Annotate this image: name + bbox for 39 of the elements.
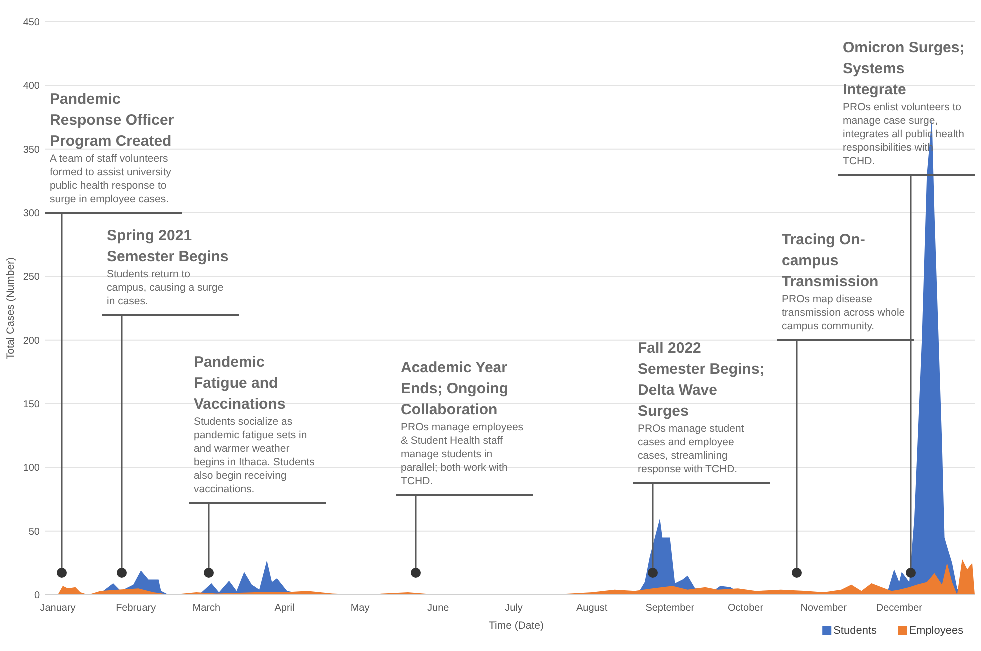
y-tick-label: 300 bbox=[23, 208, 40, 220]
annotation: Omicron Surges; Systems Integrate bbox=[843, 40, 965, 98]
y-tick-label: 150 bbox=[23, 400, 40, 410]
x-tick-label: October bbox=[728, 603, 764, 614]
y-tick-label: 50 bbox=[28, 526, 40, 538]
annotation: Fall 2022 Semester Begins; Delta Wave Surges bbox=[638, 340, 765, 420]
x-tick-label: February bbox=[116, 603, 156, 614]
legend-label: Students bbox=[834, 625, 878, 637]
annotation: PROs manage employees & Student Health staff manage students in parallel; both work with TCHD. bbox=[401, 422, 524, 488]
annotation: Students socialize as pandemic fatigue sets in and warmer weather begins in Ithaca. Students also begin receiving vaccinations. bbox=[194, 416, 315, 496]
x-tick-label: April bbox=[274, 603, 295, 614]
y-axis-title: Total Cases (Number) bbox=[5, 257, 17, 360]
x-tick-label: June bbox=[428, 603, 450, 614]
x-tick-label: August bbox=[576, 603, 608, 614]
x-tick-label: January bbox=[40, 603, 76, 614]
y-tick-label: 450 bbox=[23, 18, 40, 28]
annotation: PROs manage student cases and employee cases, streamlining response with TCHD. bbox=[638, 423, 744, 476]
annotation: Pandemic Response Officer Program Created bbox=[50, 91, 174, 150]
annotation: PROs map disease transmission across whole campus community. bbox=[782, 294, 906, 332]
x-axis-title: Time (Date) bbox=[488, 620, 544, 632]
x-tick-label: November bbox=[800, 603, 848, 614]
legend-label: Employees bbox=[909, 625, 964, 637]
y-tick-label: 0 bbox=[34, 590, 40, 602]
annotation: A team of staff volunteers formed to assist university public health response to surge in employee cases. bbox=[50, 153, 172, 206]
y-tick-label: 200 bbox=[23, 336, 40, 347]
annotation: Spring 2021 Semester Begins bbox=[107, 228, 229, 266]
x-tick-label: September bbox=[646, 603, 696, 614]
annotation: Tracing On-campus Transmission bbox=[782, 232, 879, 290]
annotation: Academic Year Ends; Ongoing Collaboration bbox=[401, 360, 508, 418]
x-tick-label: July bbox=[505, 603, 523, 614]
x-tick-label: May bbox=[350, 603, 370, 614]
y-tick-label: 400 bbox=[23, 81, 40, 92]
annotation: Pandemic Fatigue and Vaccinations bbox=[194, 354, 286, 413]
y-tick-label: 350 bbox=[23, 144, 40, 156]
y-tick-label: 100 bbox=[23, 463, 40, 474]
x-tick-label: December bbox=[876, 603, 924, 614]
x-tick-label: March bbox=[192, 603, 221, 614]
annotation: Students return to campus, causing a surge in cases. bbox=[107, 268, 224, 308]
y-tick-label: 250 bbox=[23, 272, 40, 284]
